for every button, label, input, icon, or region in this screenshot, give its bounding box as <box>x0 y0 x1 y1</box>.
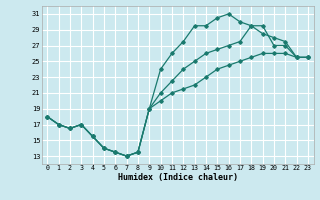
X-axis label: Humidex (Indice chaleur): Humidex (Indice chaleur) <box>118 173 237 182</box>
